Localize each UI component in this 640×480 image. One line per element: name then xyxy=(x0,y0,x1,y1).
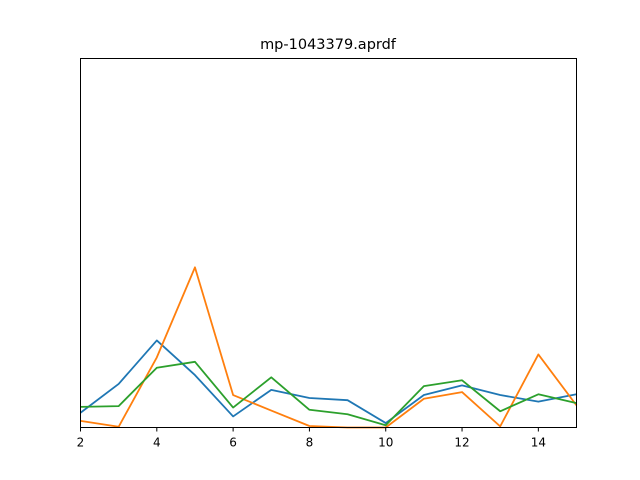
plot-frame xyxy=(80,58,577,428)
x-tick-label: 2 xyxy=(77,436,85,450)
x-tick-label: 4 xyxy=(153,436,161,450)
x-tick-label: 6 xyxy=(229,436,237,450)
x-tick-label: 12 xyxy=(454,436,469,450)
chart-title: mp-1043379.aprdf xyxy=(260,37,397,53)
series-line-2 xyxy=(80,266,578,429)
x-tick-label: 10 xyxy=(378,436,393,450)
x-tick-label: 8 xyxy=(306,436,314,450)
x-tick-label: 14 xyxy=(531,436,546,450)
series-line-3 xyxy=(80,360,577,427)
series-layer xyxy=(79,266,578,429)
x-axis-ticks: 2 4 6 8 10 12 14 xyxy=(77,427,546,450)
series-line-1 xyxy=(79,339,577,424)
